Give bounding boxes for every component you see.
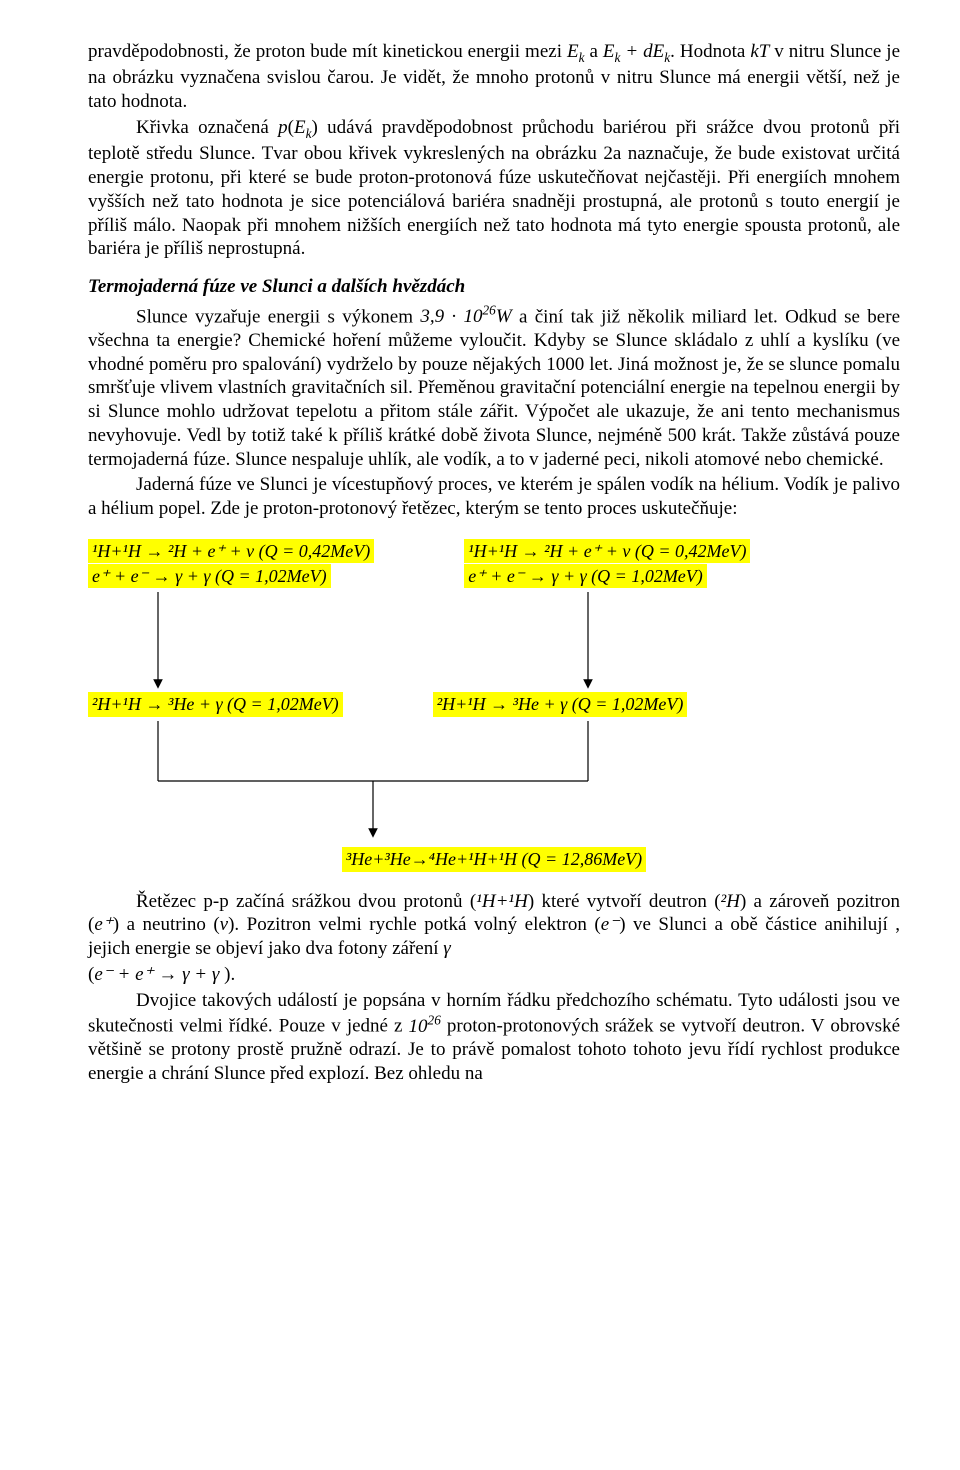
- reaction-3: ³He+³He→⁴He+¹H+¹H (Q = 12,86MeV): [342, 847, 646, 872]
- diagram-col-left-2: ²H+¹H → ³He + γ (Q = 1,02MeV): [88, 692, 343, 717]
- text: . Pozitron velmi rychle potká volný elek…: [234, 914, 594, 935]
- pp-chain-diagram: ¹H+¹H → ²H + e⁺ + ν (Q = 0,42MeV) e⁺ + e…: [88, 539, 900, 872]
- text: ).: [219, 964, 235, 985]
- expr-annihilation: e⁻ + e⁺ → γ + γ: [94, 964, 219, 985]
- text: Křivka označená: [136, 117, 278, 138]
- expr-2H: (²H): [714, 891, 746, 912]
- para-fusion-1: Slunce vyzařuje energii s výkonem 3,9 · …: [88, 303, 900, 472]
- para-chain-1: Řetězec p-p začíná srážkou dvou protonů …: [88, 890, 900, 961]
- para-intro-2: Křivka označená p(Ek) udává pravděpodobn…: [88, 116, 900, 261]
- power-value: 3,9 · 1026W: [420, 306, 511, 327]
- var-Ek-plus-dEk: Ek + dEk: [603, 41, 670, 62]
- expr-nu: (ν): [213, 914, 234, 935]
- para-chain-2: Dvojice takových událostí je popsána v h…: [88, 989, 900, 1086]
- text: Slunce vyzařuje energii s výkonem: [136, 306, 420, 327]
- reaction-1a: ¹H+¹H → ²H + e⁺ + ν (Q = 0,42MeV): [88, 539, 374, 564]
- text: a zároveň pozitron: [746, 891, 900, 912]
- reaction-1b: e⁺ + e⁻ → γ + γ (Q = 1,02MeV): [88, 564, 331, 589]
- reaction-1b-r: e⁺ + e⁻ → γ + γ (Q = 1,02MeV): [464, 564, 707, 589]
- expr-eminus: (e⁻): [594, 914, 625, 935]
- var-kT: kT: [750, 41, 769, 62]
- diagram-col-left: ¹H+¹H → ²H + e⁺ + ν (Q = 0,42MeV) e⁺ + e…: [88, 539, 374, 589]
- expr-HH: (¹H+¹H): [470, 891, 534, 912]
- text: udává pravděpodobnost průchodu bariérou …: [88, 117, 900, 259]
- text: Řetězec p-p začíná srážkou dvou protonů: [136, 891, 470, 912]
- diagram-row-2: ²H+¹H → ³He + γ (Q = 1,02MeV) ²H+¹H → ³H…: [88, 692, 900, 717]
- diagram-row-1: ¹H+¹H → ²H + e⁺ + ν (Q = 0,42MeV) e⁺ + e…: [88, 539, 900, 589]
- arrows-merge: [88, 721, 888, 841]
- reaction-2-l: ²H+¹H → ³He + γ (Q = 1,02MeV): [88, 692, 343, 717]
- text: a: [584, 41, 602, 62]
- text: a činí tak již několik miliard let. Odku…: [88, 306, 900, 470]
- expr-eplus: (e⁺): [88, 914, 119, 935]
- para-chain-1b: (e⁻ + e⁺ → γ + γ ).: [88, 963, 900, 987]
- var-pEk: p(Ek): [278, 117, 318, 138]
- text: a neutrino: [119, 914, 213, 935]
- ten-26: 1026: [409, 1016, 441, 1037]
- diagram-row-3: ³He+³He→⁴He+¹H+¹H (Q = 12,86MeV): [88, 847, 900, 872]
- reaction-2-r: ²H+¹H → ³He + γ (Q = 1,02MeV): [433, 692, 688, 717]
- text: které vytvoří deutron: [534, 891, 714, 912]
- reaction-1a-r: ¹H+¹H → ²H + e⁺ + ν (Q = 0,42MeV): [464, 539, 750, 564]
- arrows-level-1: [88, 592, 888, 692]
- diagram-col-right-2: ²H+¹H → ³He + γ (Q = 1,02MeV): [433, 692, 688, 717]
- diagram-col-right: ¹H+¹H → ²H + e⁺ + ν (Q = 0,42MeV) e⁺ + e…: [464, 539, 750, 589]
- text: . Hodnota: [670, 41, 750, 62]
- var-gamma: γ: [443, 938, 451, 959]
- para-fusion-2: Jaderná fúze ve Slunci je vícestupňový p…: [88, 473, 900, 521]
- var-Ek: Ek: [567, 41, 585, 62]
- text: pravděpodobnosti, že proton bude mít kin…: [88, 41, 567, 62]
- section-title: Termojaderná fúze ve Slunci a dalších hv…: [88, 275, 900, 299]
- para-intro-1: pravděpodobnosti, že proton bude mít kin…: [88, 40, 900, 114]
